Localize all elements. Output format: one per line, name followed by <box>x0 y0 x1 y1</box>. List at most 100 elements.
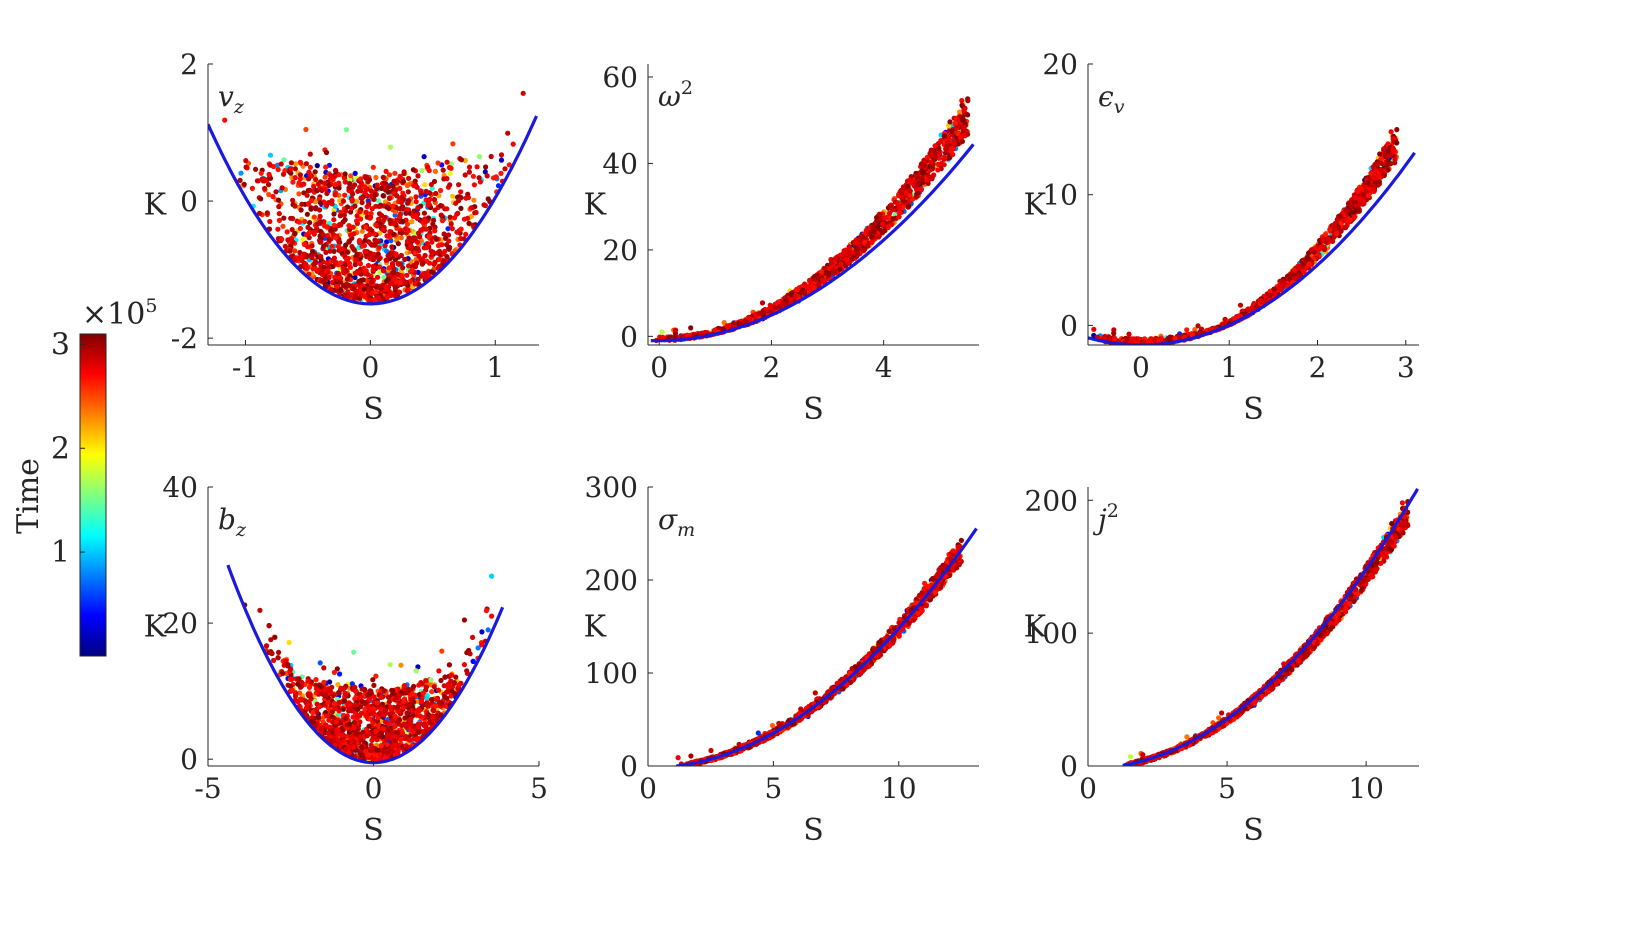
data-point <box>498 152 505 158</box>
data-point <box>384 239 390 245</box>
data-point <box>391 266 397 272</box>
data-point <box>333 283 340 289</box>
data-point <box>390 270 396 276</box>
data-point <box>950 151 956 158</box>
data-point <box>384 233 390 239</box>
data-point <box>432 168 438 174</box>
data-point <box>417 234 423 240</box>
data-point <box>473 209 479 216</box>
data-point <box>346 239 352 245</box>
data-point <box>438 187 444 194</box>
data-point <box>342 171 348 177</box>
data-point <box>340 706 346 712</box>
data-point <box>441 176 447 182</box>
data-point <box>439 218 446 224</box>
data-point <box>354 251 360 257</box>
data-point <box>387 195 393 201</box>
data-point <box>363 224 369 230</box>
data-point <box>422 217 428 223</box>
data-point <box>367 255 373 262</box>
data-point <box>419 167 425 174</box>
data-point <box>354 218 360 224</box>
data-point <box>380 174 386 180</box>
data-point <box>905 183 911 189</box>
data-point <box>332 226 338 232</box>
data-point <box>875 224 881 230</box>
data-point <box>332 192 338 198</box>
data-point <box>358 271 364 277</box>
data-point <box>415 664 421 670</box>
data-point <box>303 261 309 267</box>
data-point <box>1291 275 1298 282</box>
data-point <box>415 173 421 179</box>
data-point <box>288 215 294 221</box>
data-point <box>386 265 392 271</box>
data-point <box>378 185 385 191</box>
data-point <box>387 144 394 150</box>
data-point <box>905 203 912 209</box>
data-point <box>387 251 393 257</box>
data-point <box>1301 268 1307 275</box>
data-point <box>447 182 453 188</box>
data-point <box>317 200 323 206</box>
data-point <box>222 117 228 123</box>
data-point <box>338 288 344 294</box>
data-point <box>296 219 302 225</box>
data-point <box>372 192 378 198</box>
data-point <box>391 221 397 227</box>
data-point <box>256 210 263 216</box>
data-point <box>243 164 249 170</box>
data-point <box>1385 148 1391 154</box>
data-point <box>1361 200 1367 206</box>
y-tick-label: 0 <box>1060 309 1078 342</box>
data-point <box>381 274 387 280</box>
data-point <box>673 327 679 333</box>
data-point <box>397 173 403 179</box>
data-point <box>323 249 329 255</box>
data-point <box>332 287 338 293</box>
data-point <box>386 172 393 178</box>
data-point <box>481 202 487 208</box>
data-point <box>305 224 311 230</box>
data-point <box>429 239 435 245</box>
data-point <box>877 217 883 223</box>
data-point <box>1325 236 1331 242</box>
data-point <box>351 231 357 237</box>
data-point <box>1278 287 1284 293</box>
data-point <box>960 128 966 134</box>
data-point <box>431 196 437 203</box>
data-point <box>292 203 298 209</box>
data-point <box>1195 323 1201 329</box>
data-point <box>898 190 905 196</box>
data-point <box>326 264 332 270</box>
data-point <box>305 187 311 194</box>
data-point <box>414 239 420 245</box>
data-point <box>361 265 367 271</box>
data-point <box>376 245 382 251</box>
data-point <box>336 238 342 244</box>
data-point <box>431 178 438 185</box>
data-point <box>1355 188 1361 194</box>
data-point <box>920 170 926 176</box>
data-point <box>243 158 249 164</box>
data-point <box>1219 321 1226 327</box>
data-point <box>815 282 822 288</box>
x-tick-label: -1 <box>232 351 259 384</box>
fit-curve <box>208 115 538 306</box>
y-axis-label: K <box>1024 188 1047 223</box>
data-point <box>847 246 853 252</box>
data-point <box>941 154 948 160</box>
data-point <box>435 160 441 166</box>
data-point <box>405 287 411 293</box>
data-point <box>807 284 813 290</box>
data-point <box>393 251 399 257</box>
y-tick-label: 0 <box>620 320 638 353</box>
data-point <box>331 248 337 254</box>
data-point <box>326 237 332 243</box>
data-point <box>741 319 747 325</box>
data-point <box>387 217 393 223</box>
data-point <box>502 166 508 172</box>
data-point <box>844 257 850 263</box>
data-point <box>1368 170 1374 176</box>
data-point <box>1277 282 1283 288</box>
